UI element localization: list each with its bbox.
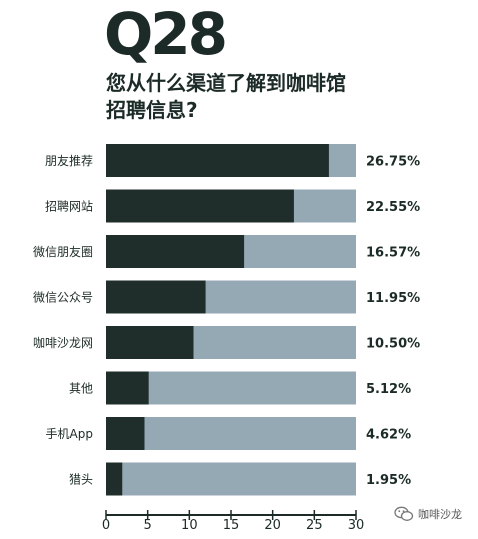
bar-track [106,462,356,496]
bar-0 [106,144,329,177]
value-label: 4.62% [366,428,411,443]
value-label: 10.50% [366,337,420,352]
category-label: 咖啡沙龙网 [33,335,93,350]
category-label: 招聘网站 [45,200,93,214]
bar-6 [106,417,145,450]
question-title: 您从什么渠道了解到咖啡馆 招聘信息? [106,70,406,124]
bar-5 [106,371,149,405]
category-label: 猎头 [69,473,93,487]
x-tick-label: 30 [348,518,365,533]
question-line-1: 您从什么渠道了解到咖啡馆 [106,71,346,95]
question-line-2: 招聘信息? [106,98,198,122]
category-label: 手机App [46,427,93,441]
value-label: 1.95% [366,473,411,488]
x-tick-label: 20 [264,518,281,533]
value-label: 26.75% [366,155,420,170]
bar-track [106,417,356,450]
bar-4 [106,326,194,359]
x-tick-label: 5 [144,518,152,533]
x-tick-label: 10 [181,518,198,533]
x-tick-label: 0 [102,518,110,533]
category-label: 微信公众号 [33,291,93,305]
value-label: 16.57% [366,246,420,261]
wechat-icon [394,506,414,521]
x-tick-label: 25 [306,518,323,533]
x-tick-label: 15 [223,518,240,533]
bar-7 [106,462,123,496]
category-label: 其他 [69,382,93,396]
value-label: 5.12% [366,382,411,397]
bar-2 [106,235,245,268]
bar-3 [106,280,206,314]
watermark-text: 咖啡沙龙 [418,508,462,521]
category-label: 微信朋友圈 [33,245,93,259]
question-number: Q28 [104,0,228,68]
value-label: 22.55% [366,200,420,215]
value-label: 11.95% [366,291,420,306]
bar-1 [106,189,294,223]
watermark: 咖啡沙龙 [394,506,462,522]
category-label: 朋友推荐 [45,154,93,168]
